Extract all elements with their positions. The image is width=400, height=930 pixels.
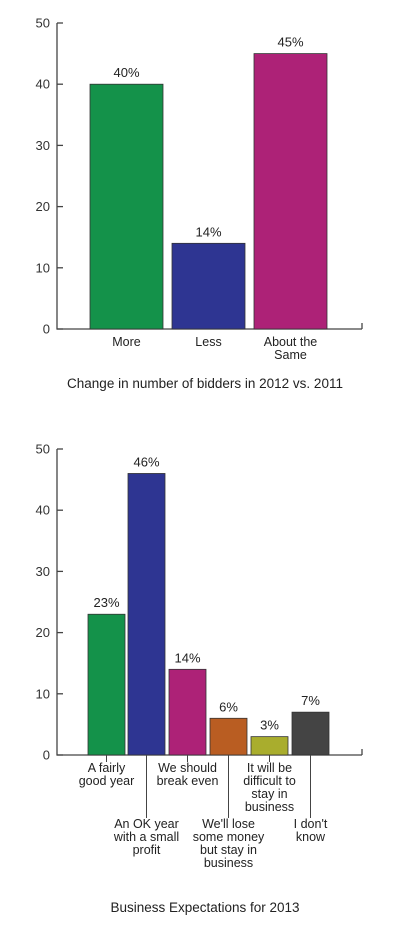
category-label-line: We should — [158, 761, 217, 775]
category-label: We should break even — [157, 761, 219, 788]
y-tick-label: 50 — [36, 442, 50, 457]
chart-1: 0 10 20 30 40 50 40% More 14% Less 45% About the Sam… — [36, 16, 363, 391]
y-tick-label: 0 — [43, 748, 50, 763]
bar — [250, 736, 289, 756]
category-label-line: Less — [195, 335, 221, 349]
y-tick-label: 10 — [36, 686, 50, 701]
bar — [89, 83, 164, 330]
y-tick-label: 30 — [36, 138, 50, 153]
chart-caption: Business Expectations for 2013 — [110, 900, 299, 915]
bar — [291, 711, 330, 756]
category-label: We'll lose some money but stay in business — [193, 817, 265, 870]
category-label-line: some money — [193, 830, 265, 844]
y-tick-label: 40 — [36, 77, 50, 92]
category-label-line: An OK year — [114, 817, 179, 831]
category-label: It will be difficult to stay in business — [243, 761, 296, 814]
category-label: About the Same — [264, 335, 318, 362]
bar-value-label: 46% — [133, 454, 159, 469]
bar-value-label: 45% — [277, 35, 303, 50]
category-label-line: break even — [157, 774, 219, 788]
y-tick-label: 20 — [36, 625, 50, 640]
chart-2: 0 10 20 30 40 50 23% A fairly good year 46% An OK … — [36, 442, 363, 915]
bar-value-label: 3% — [260, 718, 279, 733]
category-label: I don't know — [294, 817, 328, 844]
y-tick-label: 50 — [36, 16, 50, 31]
category-label-line: profit — [133, 843, 161, 857]
chart-caption: Change in number of bidders in 2012 vs. … — [67, 376, 343, 391]
bar-value-label: 23% — [93, 595, 119, 610]
bar — [87, 613, 126, 756]
category-label-line: know — [296, 830, 326, 844]
category-label-line: good year — [79, 774, 135, 788]
category-label-line: We'll lose — [202, 817, 255, 831]
category-label-line: business — [204, 856, 253, 870]
category-label-line: It will be — [247, 761, 292, 775]
bar-value-label: 6% — [219, 699, 238, 714]
bar — [253, 53, 328, 330]
category-label-line: with a small — [113, 830, 179, 844]
bar — [171, 242, 246, 330]
bar-value-label: 40% — [113, 65, 139, 80]
category-label-line: About the — [264, 335, 318, 349]
category-label-line: but stay in — [200, 843, 257, 857]
category-label: An OK year with a small profit — [113, 817, 179, 857]
category-label-line: A fairly — [88, 761, 126, 775]
category-label-line: stay in — [251, 787, 287, 801]
bar-value-label: 7% — [301, 693, 320, 708]
category-label-line: I don't — [294, 817, 328, 831]
bar — [168, 668, 207, 756]
y-tick-label: 20 — [36, 199, 50, 214]
category-label: More — [112, 335, 141, 349]
category-label-line: business — [245, 800, 294, 814]
category-label-line: More — [112, 335, 141, 349]
y-tick-label: 0 — [43, 322, 50, 337]
category-label-line: Same — [274, 348, 307, 362]
category-label: A fairly good year — [79, 761, 135, 788]
y-tick-label: 30 — [36, 564, 50, 579]
category-label: Less — [195, 335, 221, 349]
bar — [127, 473, 166, 756]
bar-value-label: 14% — [195, 224, 221, 239]
y-tick-label: 40 — [36, 503, 50, 518]
category-label-line: difficult to — [243, 774, 296, 788]
bar-value-label: 14% — [174, 650, 200, 665]
y-tick-label: 10 — [36, 260, 50, 275]
bar — [209, 717, 248, 756]
